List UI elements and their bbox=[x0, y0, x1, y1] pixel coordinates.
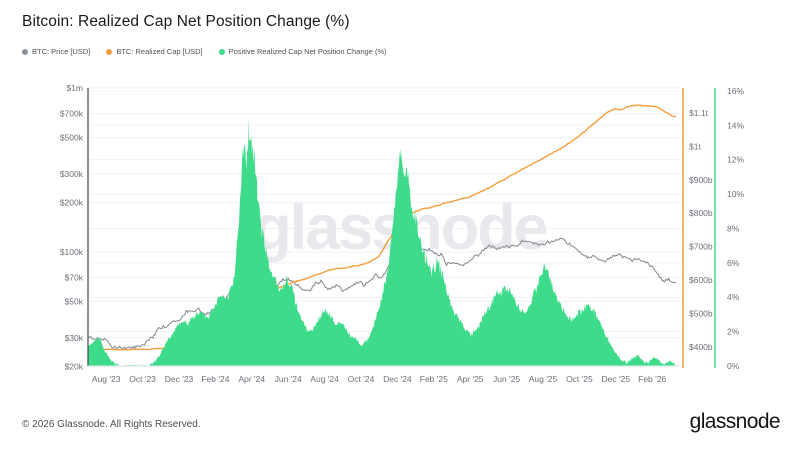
x-axis-tick-label: Jun '24 bbox=[275, 374, 302, 384]
price-tick-label: $30k bbox=[65, 333, 84, 343]
price-line[interactable] bbox=[87, 237, 677, 350]
x-axis-tick-label: Oct '25 bbox=[566, 374, 593, 384]
realized-cap-tick-label: $600b bbox=[689, 275, 713, 285]
price-tick-label: $300k bbox=[60, 169, 84, 179]
x-axis-tick-label: Apr '24 bbox=[238, 374, 265, 384]
price-tick-label: $200k bbox=[60, 198, 84, 208]
net-position-tick-label: 12% bbox=[727, 155, 744, 165]
x-axis-tick-label: Apr '25 bbox=[457, 374, 484, 384]
legend-item-label: BTC: Price [USD] bbox=[32, 47, 91, 56]
legend-dot-icon bbox=[106, 48, 113, 55]
axis-lines bbox=[87, 88, 716, 368]
net-position-tick-label: 16% bbox=[727, 86, 744, 96]
x-axis-tick-label: Jun '25 bbox=[493, 374, 520, 384]
glassnode-logo[interactable]: glassnode bbox=[689, 410, 781, 433]
net-position-tick-label: 8% bbox=[727, 223, 740, 233]
realized-cap-tick-label: $500b bbox=[689, 308, 713, 318]
x-axis-tick-label: Aug '25 bbox=[529, 374, 558, 384]
net-position-tick-label: 6% bbox=[727, 258, 740, 268]
legend-item[interactable]: BTC: Price [USD] bbox=[22, 47, 90, 56]
series-layer bbox=[87, 104, 677, 367]
legend: BTC: Price [USD] BTC: Realized Cap [USD] P… bbox=[22, 47, 387, 56]
x-axis-tick-label: Dec '24 bbox=[383, 374, 412, 384]
net-position-tick-label: 0% bbox=[727, 361, 740, 371]
price-tick-label: $500k bbox=[60, 132, 84, 142]
x-axis-tick-label: Oct '23 bbox=[129, 374, 156, 384]
price-tick-label: $100k bbox=[60, 247, 84, 257]
x-axis-tick-label: Dec '23 bbox=[165, 374, 194, 384]
legend-item-label: BTC: Realized Cap [USD] bbox=[116, 47, 203, 56]
price-tick-label: $700k bbox=[60, 108, 84, 118]
legend-item[interactable]: Positive Realized Cap Net Position Chang… bbox=[218, 47, 387, 56]
x-axis-tick-label: Feb '25 bbox=[420, 374, 448, 384]
legend-dot-icon bbox=[22, 48, 28, 55]
x-axis-tick-label: Oct '24 bbox=[348, 374, 375, 384]
x-axis-tick-label: Aug '23 bbox=[92, 374, 121, 384]
x-axis-tick-label: Feb '26 bbox=[638, 374, 666, 384]
realized-cap-tick-label: $1t bbox=[689, 141, 701, 151]
axis-labels: $1m $700k $500k $300k $200k $100k $70k $50k $30k… bbox=[60, 83, 745, 384]
x-axis-tick-label: Feb '24 bbox=[201, 374, 229, 384]
page-title: Bitcoin: Realized Cap Net Position Chang… bbox=[22, 13, 350, 30]
legend-item-label: Positive Realized Cap Net Position Chang… bbox=[228, 47, 387, 56]
x-axis-tick-label: Dec '25 bbox=[602, 374, 631, 384]
realized-cap-tick-label: $1.1t bbox=[689, 108, 709, 118]
net-position-tick-label: 14% bbox=[727, 120, 744, 130]
net-position-tick-label: 2% bbox=[727, 327, 740, 337]
legend-item[interactable]: BTC: Realized Cap [USD] bbox=[106, 47, 203, 56]
net-position-tick-label: 4% bbox=[727, 292, 740, 302]
realized-cap-tick-label: $900b bbox=[689, 175, 713, 185]
x-axis-tick-label: Aug '24 bbox=[310, 374, 339, 384]
net-position-tick-label: 10% bbox=[727, 189, 744, 199]
realized-cap-tick-label: $400b bbox=[689, 342, 713, 352]
realized-cap-tick-label: $700b bbox=[689, 242, 713, 252]
legend-dot-icon bbox=[218, 48, 225, 55]
price-tick-label: $50k bbox=[65, 296, 84, 306]
price-tick-label: $70k bbox=[65, 272, 84, 282]
price-tick-label: $1m bbox=[66, 83, 83, 93]
copyright-text: © 2026 Glassnode. All Rights Reserved. bbox=[22, 419, 201, 430]
net-position-area[interactable] bbox=[88, 116, 675, 367]
realized-cap-tick-label: $800b bbox=[689, 208, 713, 218]
price-tick-label: $20k bbox=[65, 362, 84, 372]
